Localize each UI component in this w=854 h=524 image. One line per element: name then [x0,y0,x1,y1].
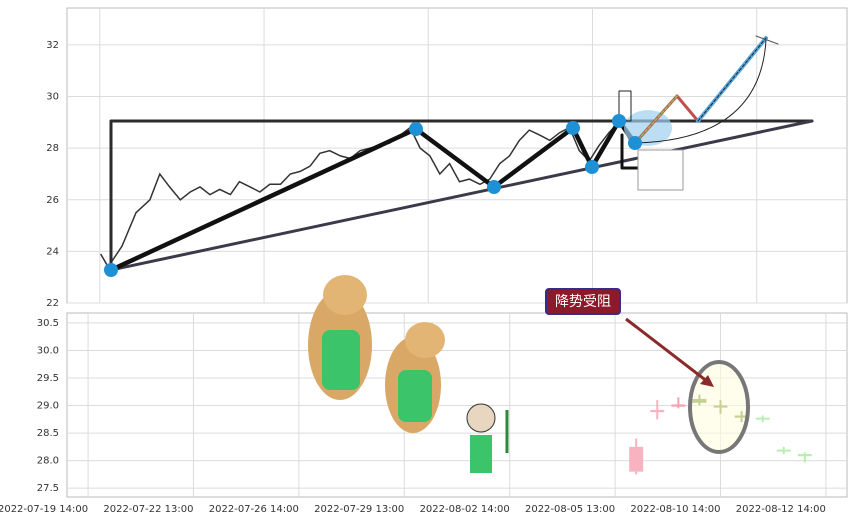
y-tick-label: 26 [46,195,59,206]
y-tick-label: 28.0 [37,456,59,467]
pattern-overlay [104,35,814,277]
x-tick-label: 2022-08-05 13:00 [525,504,615,515]
pivot [628,136,642,150]
candle-body [671,404,686,407]
arrow-head [700,375,714,387]
dog-illustrations [308,275,509,473]
x-tick-label: 2022-07-19 14:00 [0,504,88,515]
x-tick-label: 2022-08-10 14:00 [630,504,720,515]
y-tick-label: 22 [46,298,59,309]
y-tick-label: 28.5 [37,428,59,439]
candle-body [797,454,812,457]
y-tick-label: 32 [46,40,59,51]
dog-small-head [466,403,496,433]
thumbnail [637,149,684,191]
pattern-line [109,119,814,272]
x-tick-label: 2022-07-29 13:00 [314,504,404,515]
y-tick-label: 30 [46,92,59,103]
y-tick-label: 29.0 [37,401,59,412]
projection [697,37,767,122]
pivot [585,160,599,174]
y-tick-label: 27.5 [37,483,59,494]
y-tick-label: 30.5 [37,318,59,329]
candle-body [776,449,791,452]
projection-curve [634,39,767,144]
target-mark [755,35,779,45]
x-tick-label: 2022-07-26 14:00 [209,504,299,515]
top-panel [66,7,848,304]
dog-head [405,322,445,358]
pivot [612,114,626,128]
y-tick-label: 24 [46,246,59,257]
candle-body [755,417,770,420]
annotation-box [545,288,621,315]
pivot [409,122,423,136]
pivot [566,121,580,135]
pivot [487,180,501,194]
candle-body [629,446,644,472]
x-tick-label: 2022-08-02 14:00 [420,504,510,515]
y-tick-label: 29.5 [37,373,59,384]
x-tick-label: 2022-08-12 14:00 [736,504,826,515]
pattern-line [109,119,814,272]
dog-apron [398,370,432,422]
y-tick-label: 28 [46,143,59,154]
dog-small [470,435,492,473]
pivot [104,263,118,277]
x-tick-label: 2022-07-22 13:00 [103,504,193,515]
candle-body [650,409,665,413]
annotation: 降势受阻 [555,294,611,310]
arrow [625,317,709,384]
projection [634,95,678,144]
pattern-bracket [620,133,642,170]
dog-head [323,275,367,315]
dog-apron [322,330,360,390]
y-tick-label: 30.0 [37,345,59,356]
